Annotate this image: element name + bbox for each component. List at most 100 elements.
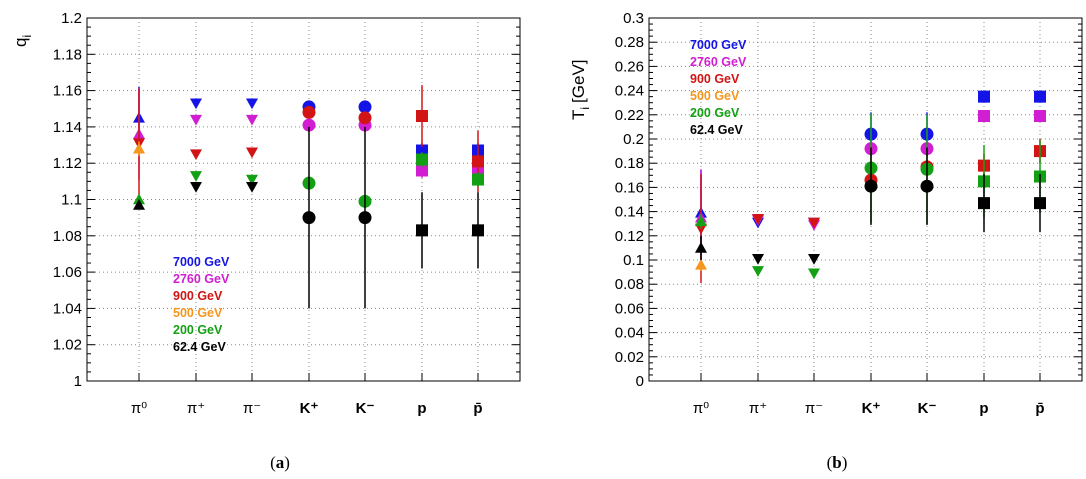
panel-a-point-200-gev: [190, 171, 202, 182]
panel-a-point-62-4-gev: [302, 211, 316, 225]
caption-b: (b): [827, 453, 848, 472]
panel-b-ytick-label: 0.04: [615, 325, 644, 342]
panel-b-point-200-gev: [695, 215, 707, 227]
panel-a-point-900-gev: [190, 149, 202, 161]
panel-b-point-200-gev: [808, 268, 820, 280]
panel-a-point-900-gev: [472, 155, 484, 168]
panel-b-ytick-label: 0.06: [615, 300, 644, 317]
panel-a-category-label: π⁰: [131, 400, 147, 417]
panel-b-category-label: p: [979, 400, 988, 417]
panel-b-y-label-unit: [GeV]: [569, 59, 588, 102]
legend-entry-500-gev: 500 GeV: [690, 89, 740, 103]
panel-a-category-label: K⁺: [300, 400, 319, 417]
panel-a-point-900-gev: [302, 105, 316, 119]
panel-a-point-900-gev: [416, 110, 428, 123]
panel-a-point-200-gev: [246, 174, 258, 186]
panel-b-point-2760-gev: [1034, 110, 1046, 123]
panel-a-markers: [133, 85, 484, 309]
panel-b-ytick-label: 0.14: [615, 204, 644, 221]
caption-a-open: (: [270, 453, 276, 472]
panel-a-point-62-4-gev: [472, 224, 484, 237]
panel-b-grid: [649, 18, 1082, 381]
panel-b-point-900-gev: [695, 223, 707, 235]
panel-a-legend: 7000 GeV 2760 GeV 900 GeV 500 GeV 200 GeV 62.…: [173, 255, 230, 354]
panel-a-point-7000-gev: [246, 98, 258, 110]
panel-b-point-900-gev: [808, 217, 820, 229]
caption-b-close: ): [842, 453, 848, 472]
caption-a-close: ): [284, 453, 290, 472]
legend-entry-500-gev: 500 GeV: [173, 306, 223, 320]
panel-b-markers: [695, 90, 1046, 283]
panel-b-ytick-label: 0.26: [615, 58, 644, 75]
panel-b-ytick-label: 0.28: [615, 34, 644, 51]
legend-entry-2760-gev: 2760 GeV: [173, 272, 230, 286]
panel-a-category-label: p: [417, 400, 426, 417]
panel-a-point-7000-gev: [190, 98, 202, 110]
panel-a-point-900-gev: [246, 147, 258, 159]
panel-b-ytick-label: 0.02: [615, 349, 644, 366]
panel-a-point-62-4-gev: [190, 181, 202, 193]
panel-a-ytick-label: 1.08: [53, 228, 82, 245]
legend-entry-200-gev: 200 GeV: [173, 323, 223, 337]
legend-entry-7000-gev: 7000 GeV: [690, 38, 747, 52]
panel-b-ytick-label: 0.3: [623, 10, 644, 27]
legend-entry-7000-gev: 7000 GeV: [173, 255, 230, 269]
legend-entry-200-gev: 200 GeV: [690, 106, 740, 120]
panel-b-point-900-gev: [752, 214, 764, 225]
panel-a-ytick-label: 1.2: [61, 10, 82, 27]
panel-b-point-62-4-gev: [978, 197, 990, 210]
panel-a-point-200-gev: [133, 193, 145, 205]
panel-b-point-7000-gev: [1034, 90, 1046, 103]
caption-b-letter: b: [832, 453, 841, 472]
panel-b-category-label: K⁺: [862, 400, 881, 417]
panel-a-point-62-4-gev: [133, 198, 145, 210]
panel-b-ytick-label: 0: [636, 373, 644, 390]
panel-b-y-label-sub: i: [578, 107, 592, 110]
panel-b-y-label-main: T: [569, 110, 588, 120]
panel-a-ytick-label: 1.12: [53, 155, 82, 172]
legend-entry-62-4-gev: 62.4 GeV: [690, 123, 743, 137]
panel-b-y-label: Ti [GeV]: [569, 59, 592, 120]
panel-a-point-7000-gev: [358, 100, 372, 114]
panel-b-category-label: π⁻: [805, 400, 823, 417]
panel-a-category-label: π⁺: [187, 400, 205, 417]
panel-a-x-axis: π⁰ π⁺ π⁻ K⁺ K⁻ p p̄: [131, 373, 483, 417]
legend-entry-2760-gev: 2760 GeV: [690, 55, 747, 69]
panel-a-point-2760-gev: [416, 164, 428, 177]
panel-a-y-label-sub: i: [20, 35, 34, 38]
panel-a: 11.021.041.061.081.11.121.141.161.181.2 …: [11, 10, 521, 472]
panel-a-point-200-gev: [416, 153, 428, 166]
panel-a-ytick-label: 1.14: [53, 119, 82, 136]
panel-a-point-62-4-gev: [358, 211, 372, 225]
panel-b-point-62-4-gev: [808, 253, 820, 265]
panel-b-point-500-gev: [695, 258, 707, 270]
legend-entry-900-gev: 900 GeV: [173, 289, 223, 303]
panel-b-point-7000-gev: [978, 90, 990, 103]
panel-a-ytick-label: 1.04: [53, 300, 82, 317]
panel-b-legend: 7000 GeV 2760 GeV 900 GeV 500 GeV 200 GeV 62.…: [690, 38, 747, 137]
panel-b-ytick-label: 0.2: [623, 131, 644, 148]
panel-b-y-axis: 0 0.02 0.04 0.06 0.08 0.1 0.12 0.14 0.16 0.18 0.2 0…: [615, 10, 1082, 390]
caption-b-open: (: [827, 453, 833, 472]
panel-b-point-62-4-gev: [920, 179, 934, 193]
panel-b-point-62-4-gev: [1034, 197, 1046, 210]
panel-b-point-2760-gev: [978, 110, 990, 123]
panel-a-category-label: K⁻: [356, 400, 375, 417]
panel-a-ytick-label: 1.02: [53, 337, 82, 354]
panel-a-point-500-gev: [133, 142, 145, 154]
panel-b-ytick-label: 0.24: [615, 83, 644, 100]
panel-a-point-7000-gev: [416, 144, 428, 157]
caption-a: (a): [270, 453, 290, 472]
panel-b-ytick-label: 0.12: [615, 228, 644, 245]
panel-a-point-900-gev: [358, 111, 372, 125]
panel-a-point-62-4-gev: [416, 224, 428, 237]
panel-b-point-200-gev: [752, 266, 764, 277]
panel-b-ytick-label: 0.1: [623, 252, 644, 269]
panel-b-ytick-label: 0.08: [615, 276, 644, 293]
panel-b-category-label: K⁻: [918, 400, 937, 417]
panel-a-point-62-4-gev: [246, 181, 258, 193]
panel-b-point-62-4-gev: [695, 241, 707, 253]
panel-b-ytick-label: 0.16: [615, 179, 644, 196]
panel-b-x-axis: π⁰ π⁺ π⁻ K⁺ K⁻ p p̄: [693, 373, 1045, 417]
